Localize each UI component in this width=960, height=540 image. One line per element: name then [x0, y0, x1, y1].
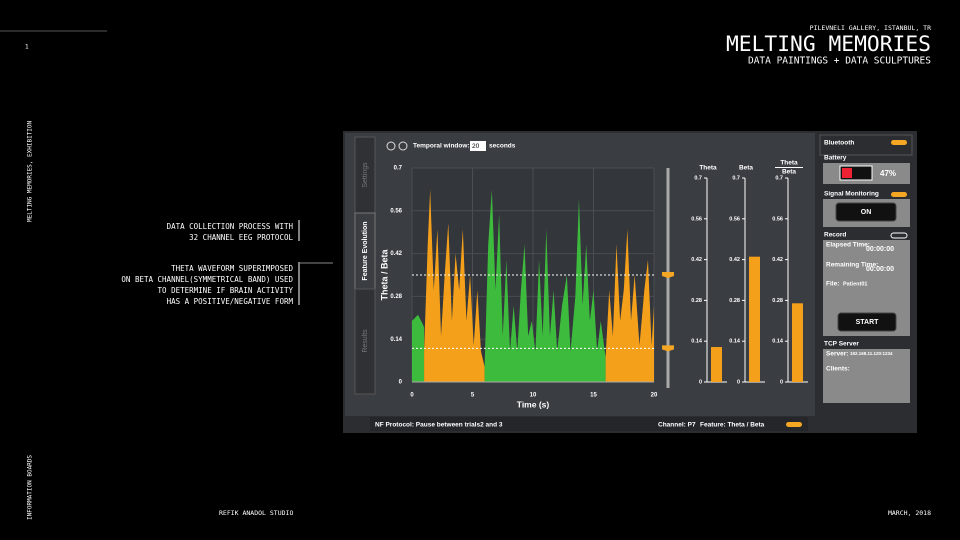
window-input[interactable]: [470, 141, 486, 151]
zoom-out[interactable]: [398, 141, 408, 151]
section-title: Battery: [824, 155, 847, 162]
window-label: Temporal window:: [413, 143, 470, 150]
y-tick-label: 0.28: [691, 298, 702, 304]
battery-fill: [842, 168, 852, 178]
section: [819, 134, 913, 156]
button[interactable]: [835, 202, 897, 222]
threshold-handle[interactable]: [662, 272, 674, 278]
label: Remaining Time:: [826, 262, 878, 269]
y-tick-label: 0.28: [772, 298, 783, 304]
subtitle: DATA PAINTINGS + DATA SCULPTURES: [748, 56, 931, 67]
chart-title: Beta: [782, 169, 796, 176]
y-tick-label: 0.56: [729, 216, 740, 222]
annotation: THETA WAVEFORM SUPERIMPOSED: [171, 264, 293, 273]
annotation: ON BETA CHANNEL(SYMMETRICAL BAND) USED: [121, 275, 293, 284]
y-tick-label: 0.7: [694, 175, 702, 181]
tab-label[interactable]: Results: [362, 329, 369, 353]
y-tick-label: 0: [699, 379, 702, 385]
chart-title: Theta: [699, 165, 717, 172]
y-tick-label: 0.14: [772, 339, 784, 345]
chart-title: Beta: [739, 165, 753, 172]
y-tick-label: 0.14: [691, 339, 703, 345]
section-box: [823, 349, 910, 403]
chart-title: Theta: [780, 160, 798, 167]
annotation: DATA COLLECTION PROCESS WITH: [167, 222, 294, 231]
status-protocol: NF Protocol: Pause between trials2 and 3: [375, 422, 503, 429]
y-tick-label: 0.42: [691, 257, 702, 263]
value: 192.168.11.120:1234: [850, 351, 893, 356]
toggle[interactable]: [890, 232, 908, 239]
value: Patient01: [843, 281, 867, 287]
toggle[interactable]: [891, 140, 907, 145]
label: Elapsed Time:: [826, 242, 870, 249]
area: [424, 189, 485, 382]
status-channel: Channel: P7: [658, 422, 696, 429]
title: MELTING MEMORIES: [726, 32, 931, 56]
toggle[interactable]: [786, 422, 802, 427]
value: 00:00:00: [866, 266, 894, 273]
annotation: 32 CHANNEL EEG PROTOCOL: [189, 233, 293, 242]
label: Server:: [826, 351, 848, 358]
bar: [792, 303, 803, 382]
button[interactable]: [837, 312, 897, 332]
button-label[interactable]: START: [856, 319, 880, 326]
battery-level: 47%: [880, 169, 896, 178]
label: File:: [826, 281, 839, 288]
value: 00:00:00: [866, 246, 894, 253]
x-tick-label: 5: [471, 393, 475, 399]
y-tick-label: 0: [399, 380, 403, 386]
window-value[interactable]: 20: [472, 143, 480, 150]
section-title: Record: [824, 232, 846, 239]
section-title: Bluetooth: [824, 140, 854, 147]
y-tick-label: 0.7: [394, 166, 403, 172]
x-tick-label: 10: [530, 393, 537, 399]
section-title: TCP Server: [824, 341, 859, 348]
y-tick-label: 0.28: [729, 298, 740, 304]
tab[interactable]: [354, 288, 376, 395]
y-tick-label: 0.28: [390, 294, 402, 300]
status-feature: Feature: Theta / Beta: [700, 422, 765, 429]
label: Clients:: [826, 366, 850, 373]
y-tick-label: 0.56: [772, 216, 783, 222]
tab-label[interactable]: Settings: [362, 162, 369, 188]
threshold-handle[interactable]: [662, 345, 674, 352]
y-tick-label: 0.7: [775, 175, 783, 181]
y-tick-label: 0.56: [390, 208, 402, 214]
tab-label[interactable]: Feature Evolution: [362, 221, 369, 280]
annotation: TO DETERMINE IF BRAIN ACTIVITY: [158, 286, 294, 295]
zoom-in[interactable]: [386, 141, 396, 151]
page-number: 1: [25, 44, 29, 51]
bar: [711, 347, 722, 382]
y-tick-label: 0.7: [732, 175, 740, 181]
y-axis-label: Theta / Beta: [379, 249, 389, 301]
x-tick-label: 20: [651, 393, 658, 399]
y-tick-label: 0: [737, 379, 740, 385]
y-tick-label: 0.14: [729, 339, 741, 345]
area: [412, 314, 425, 382]
side-label: MELTING MEMORIES, EXHIBITION: [27, 120, 34, 222]
button-label[interactable]: ON: [861, 209, 872, 216]
y-tick-label: 0.42: [390, 251, 402, 257]
y-tick-label: 0: [780, 379, 783, 385]
y-tick-label: 0.42: [729, 257, 740, 263]
toggle[interactable]: [891, 192, 907, 197]
section-title: Signal Monitoring: [824, 191, 879, 198]
venue: PILEVNELI GALLERY, ISTANBUL, TR: [810, 24, 931, 32]
area: [484, 189, 606, 382]
x-tick-label: 15: [590, 393, 597, 399]
y-tick-label: 0.56: [691, 216, 702, 222]
annotation: HAS A POSITIVE/NEGATIVE FORM: [167, 297, 294, 306]
area: [605, 229, 654, 382]
side-label: INFORMATION BOARDS: [27, 455, 34, 520]
bar: [749, 256, 760, 382]
studio: REFIK ANADOL STUDIO: [219, 509, 293, 517]
window-unit: seconds: [489, 143, 516, 150]
y-tick-label: 0.42: [772, 257, 783, 263]
y-tick-label: 0.14: [390, 337, 402, 343]
x-tick-label: 0: [410, 393, 414, 399]
x-axis-label: Time (s): [517, 399, 550, 409]
status-bar: [370, 417, 808, 431]
date: MARCH, 2018: [888, 509, 931, 517]
